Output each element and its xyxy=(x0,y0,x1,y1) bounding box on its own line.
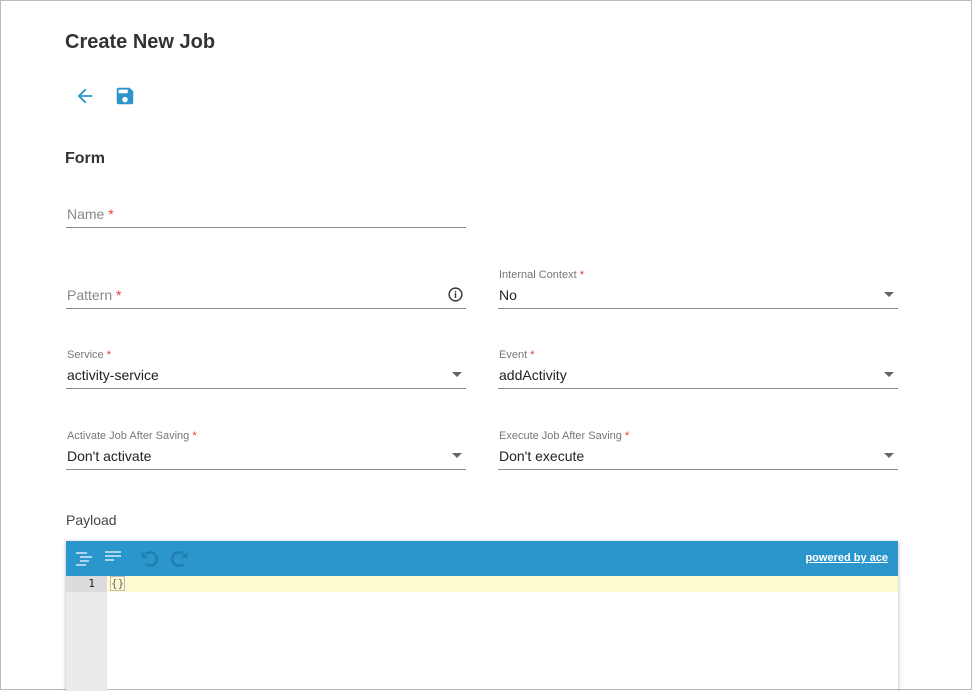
activate-label: Activate Job After Saving xyxy=(67,430,190,442)
caret-down-icon xyxy=(884,453,894,458)
info-icon[interactable] xyxy=(447,286,464,303)
pattern-input[interactable]: Pattern * xyxy=(66,269,466,309)
compact-icon[interactable] xyxy=(105,549,123,572)
required-mark: * xyxy=(116,287,122,303)
internal-context-label: Internal Context xyxy=(499,269,577,281)
activate-select[interactable]: Activate Job After Saving * Don't activa… xyxy=(66,430,466,470)
name-input[interactable]: Name * xyxy=(66,188,466,228)
service-select[interactable]: Service * activity-service xyxy=(66,349,466,389)
editor-line[interactable]: {} xyxy=(107,576,898,592)
internal-context-value: No xyxy=(499,287,517,303)
execute-select[interactable]: Execute Job After Saving * Don't execute xyxy=(498,430,898,470)
editor-toolbar: powered by ace xyxy=(66,541,898,576)
redo-icon[interactable] xyxy=(170,549,190,574)
required-mark: * xyxy=(530,349,535,361)
editor-content: {} xyxy=(110,576,126,591)
internal-context-select[interactable]: Internal Context * No xyxy=(498,269,898,309)
powered-by-ace-link[interactable]: powered by ace xyxy=(805,552,888,564)
required-mark: * xyxy=(579,269,584,281)
service-value: activity-service xyxy=(67,367,159,383)
arrow-left-icon[interactable] xyxy=(74,85,96,107)
editor-gutter: 1 xyxy=(66,576,107,691)
page-title: Create New Job xyxy=(65,31,216,53)
required-mark: * xyxy=(106,349,112,361)
caret-down-icon xyxy=(452,453,462,458)
caret-down-icon xyxy=(884,372,894,377)
section-title: Form xyxy=(65,150,105,167)
execute-label: Execute Job After Saving xyxy=(499,430,622,442)
required-mark: * xyxy=(192,430,197,442)
undo-icon[interactable] xyxy=(139,549,159,574)
payload-label: Payload xyxy=(66,512,117,528)
event-select[interactable]: Event * addActivity xyxy=(498,349,898,389)
format-icon[interactable] xyxy=(75,549,93,572)
caret-down-icon xyxy=(452,372,462,377)
event-value: addActivity xyxy=(499,367,567,383)
event-label: Event xyxy=(499,349,528,361)
execute-value: Don't execute xyxy=(499,448,585,464)
required-mark: * xyxy=(108,206,114,222)
payload-editor[interactable]: powered by ace 1 {} xyxy=(66,541,898,691)
floppy-disk-icon[interactable] xyxy=(114,85,136,107)
caret-down-icon xyxy=(884,292,894,297)
required-mark: * xyxy=(624,430,630,442)
line-number: 1 xyxy=(66,576,107,592)
name-label: Name xyxy=(67,206,105,222)
pattern-label: Pattern xyxy=(67,287,113,303)
service-label: Service xyxy=(67,349,104,361)
activate-value: Don't activate xyxy=(67,448,152,464)
